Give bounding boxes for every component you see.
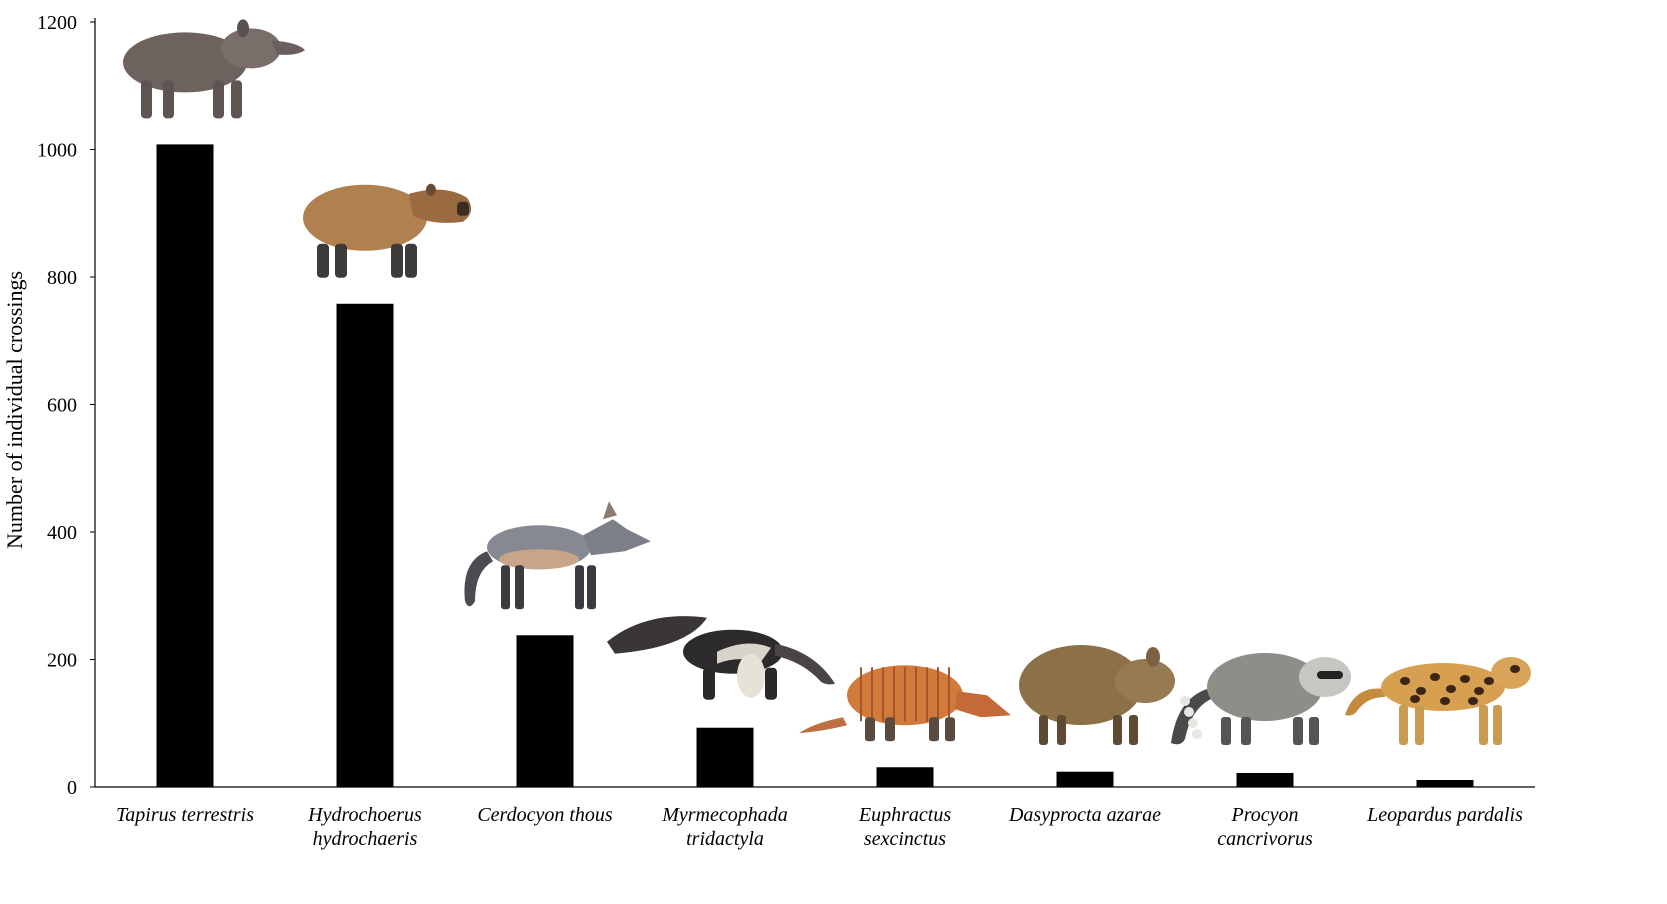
x-category-label: Euphractus (858, 804, 951, 826)
x-category-label: tridactyla (686, 828, 764, 850)
capybara-icon (303, 183, 472, 278)
y-tick-label: 0 (67, 777, 77, 799)
x-category-label: Leopardus pardalis (1366, 804, 1523, 826)
bar (516, 635, 574, 787)
bar (1056, 771, 1114, 787)
bars (156, 144, 1474, 787)
x-category-label: Cerdocyon thous (477, 804, 613, 826)
ocelot-icon (1345, 657, 1531, 745)
x-category-label: Tapirus terrestris (116, 804, 254, 826)
x-category-label: Hydrochoerus (307, 804, 422, 826)
raccoon-icon (1171, 653, 1351, 745)
axes: 0 200 400 600 800 1000 1200 (37, 12, 1535, 799)
y-tick-label: 400 (47, 522, 77, 544)
x-category-label: Myrmecophada (661, 804, 788, 826)
bar (1416, 779, 1474, 787)
bar (1236, 772, 1294, 787)
y-tick-label: 1000 (37, 140, 77, 162)
bar (156, 144, 214, 787)
bar (336, 303, 394, 787)
bar (876, 767, 934, 787)
y-tick-label: 200 (47, 650, 77, 672)
x-category-label: hydrochaeris (313, 828, 418, 850)
agouti-icon (1019, 645, 1175, 745)
x-category-label: sexcinctus (864, 828, 946, 850)
x-category-label: Procyon (1230, 804, 1298, 826)
category-labels: Tapirus terrestris Hydrochoerushydrochaer… (116, 804, 1523, 850)
y-tick-label: 1200 (37, 12, 77, 34)
crab-eating-fox-icon (464, 501, 651, 610)
armadillo-icon (799, 665, 1011, 742)
y-tick-label: 800 (47, 267, 77, 289)
animal-illustrations (123, 19, 1531, 745)
bar (696, 727, 754, 787)
x-category-label: cancrivorus (1217, 828, 1313, 850)
x-category-label: Dasyprocta azarae (1008, 804, 1161, 826)
y-tick-label: 600 (47, 395, 77, 417)
y-axis-title: Number of individual crossings (2, 271, 27, 549)
giant-anteater-icon (607, 616, 835, 700)
tapir-icon (123, 19, 305, 119)
